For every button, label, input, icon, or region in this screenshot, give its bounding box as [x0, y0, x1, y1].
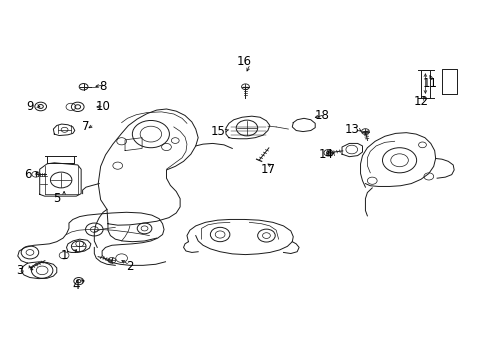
Text: 16: 16	[237, 55, 251, 68]
Text: 12: 12	[413, 95, 427, 108]
Text: 11: 11	[422, 77, 436, 90]
Text: 7: 7	[82, 120, 90, 133]
Text: 5: 5	[53, 192, 61, 205]
Text: 9: 9	[26, 100, 34, 113]
Text: 4: 4	[72, 279, 80, 292]
Text: 18: 18	[314, 109, 329, 122]
Text: 1: 1	[60, 249, 68, 262]
Text: 15: 15	[210, 125, 224, 138]
Text: 14: 14	[318, 148, 333, 161]
Text: 3: 3	[17, 264, 24, 277]
Text: 8: 8	[99, 80, 106, 93]
Text: 2: 2	[126, 260, 133, 273]
Text: 17: 17	[260, 163, 275, 176]
Text: 10: 10	[96, 100, 110, 113]
Text: 13: 13	[344, 123, 359, 136]
Text: 6: 6	[24, 168, 31, 181]
